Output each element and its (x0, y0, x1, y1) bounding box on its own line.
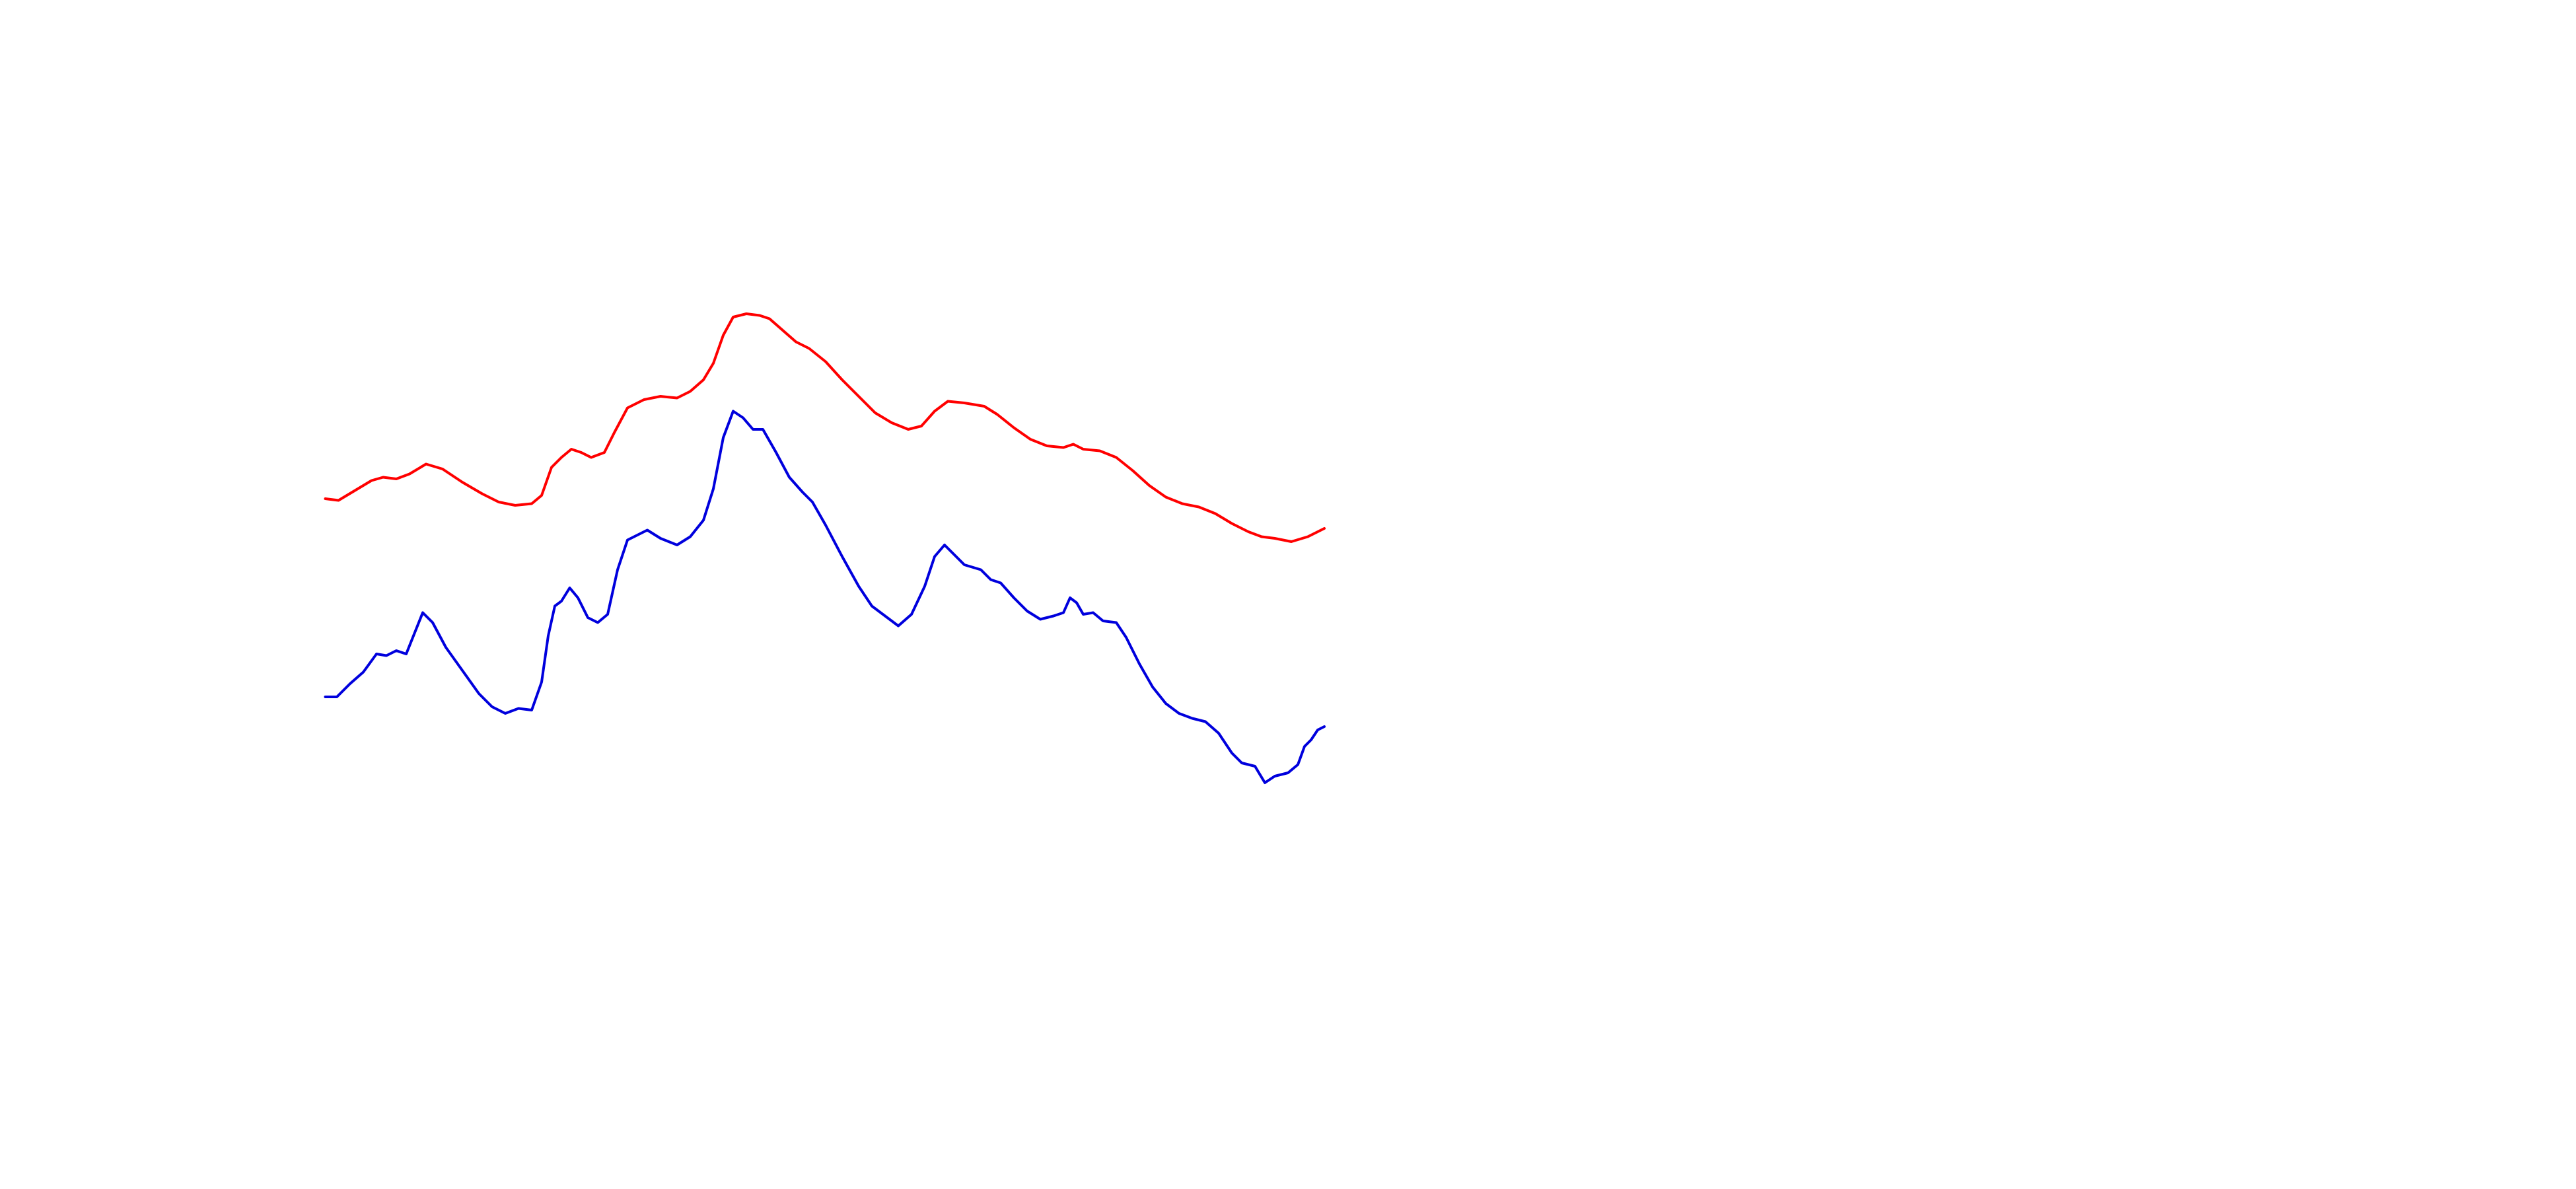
line (324, 410, 1326, 784)
line (324, 312, 1326, 543)
